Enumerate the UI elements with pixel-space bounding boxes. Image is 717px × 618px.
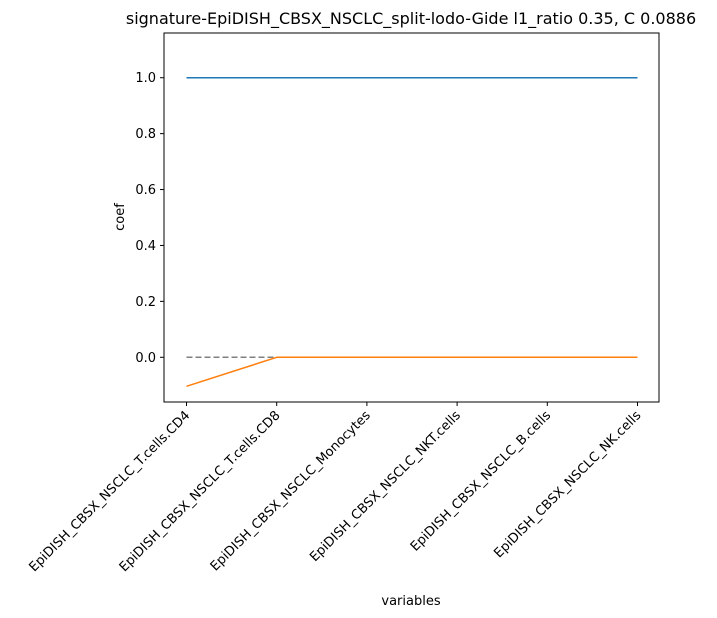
y-axis: 0.0 0.2 0.4 0.6 0.8 1.0 — [135, 71, 164, 366]
x-tick-label: EpiDISH_CBSX_NSCLC_NKT.cells — [307, 408, 464, 565]
chart-title: signature-EpiDISH_CBSX_NSCLC_split-lodo-… — [126, 9, 696, 29]
x-axis: EpiDISH_CBSX_NSCLC_T.cells.CD4EpiDISH_CB… — [27, 402, 644, 575]
plot-area — [163, 32, 660, 403]
y-axis-label: coef — [113, 203, 128, 231]
y-tick-label: 0.0 — [135, 351, 156, 366]
series-layer — [186, 76, 638, 388]
series-line-1 — [186, 356, 638, 388]
x-axis-label: variables — [381, 594, 440, 609]
x-tick-label: EpiDISH_CBSX_NSCLC_T.cells.CD4 — [27, 408, 194, 575]
y-tick-label: 0.4 — [135, 239, 156, 254]
x-tick-label: EpiDISH_CBSX_NSCLC_Monocytes — [208, 408, 374, 574]
y-tick-label: 0.8 — [135, 127, 156, 142]
x-tick-label: EpiDISH_CBSX_NSCLC_NK.cells — [491, 408, 644, 561]
y-tick-label: 0.2 — [135, 295, 156, 310]
y-tick-label: 0.6 — [135, 183, 156, 198]
y-tick-label: 1.0 — [135, 71, 156, 86]
x-tick-label: EpiDISH_CBSX_NSCLC_B.cells — [408, 408, 554, 554]
x-tick-label: EpiDISH_CBSX_NSCLC_T.cells.CD8 — [117, 408, 284, 575]
